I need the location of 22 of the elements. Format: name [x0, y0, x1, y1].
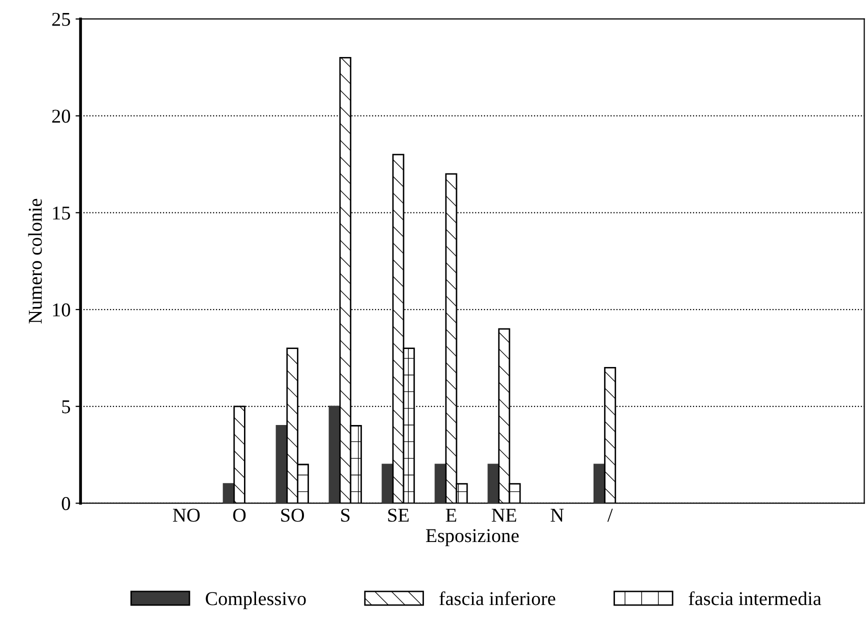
legend-label: Complessivo	[206, 592, 306, 610]
bar	[328, 406, 341, 504]
y-tick-label: 20	[52, 110, 70, 123]
y-tick-label: 0	[62, 497, 70, 510]
x-tick-label: O	[233, 508, 246, 522]
x-tick-label: E	[446, 508, 456, 522]
y-tick-label: 10	[53, 303, 70, 316]
legend-label: fascia inferiore	[439, 591, 556, 606]
x-tick-label: SE	[388, 508, 409, 522]
x-tick-label: S	[341, 508, 350, 522]
x-tick-label: NO	[172, 508, 200, 522]
x-tick-label: /	[607, 508, 613, 522]
x-tick-label: SO	[281, 508, 304, 522]
y-tick-label: 15	[53, 206, 70, 220]
x-axis-title: Esposizione	[426, 529, 519, 546]
y-tick-label: 5	[62, 400, 70, 414]
legend-label: fascia intermedia	[688, 591, 822, 606]
x-tick-label: NE	[492, 508, 516, 522]
y-axis-title: Numero colonie	[28, 198, 42, 324]
bar	[382, 464, 394, 504]
y-tick-label: 25	[52, 12, 70, 26]
x-tick-label: N	[550, 508, 564, 522]
